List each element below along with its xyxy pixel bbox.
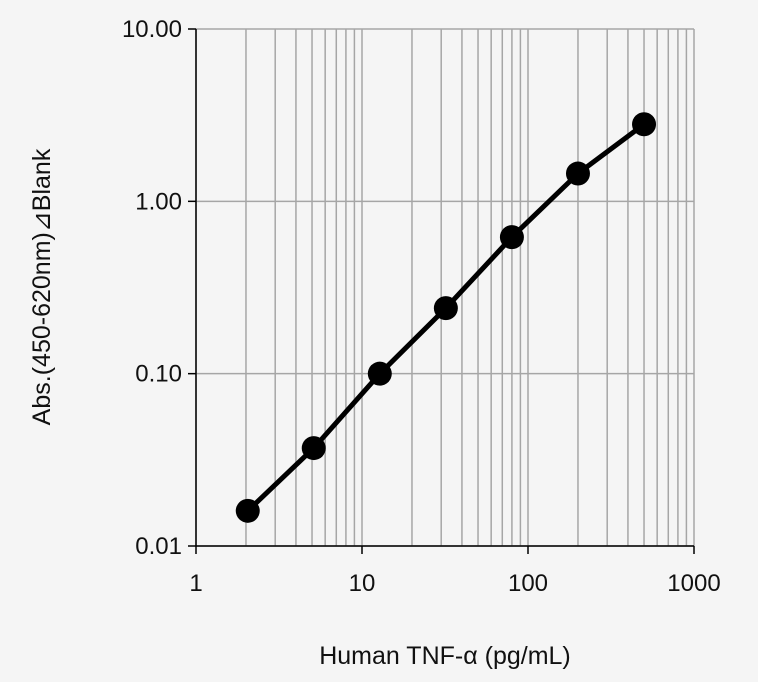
y-tick-marks: [188, 28, 196, 547]
data-point: [235, 498, 260, 523]
y-tick-labels: 0.01 0.10 1.00 10.00: [122, 16, 182, 560]
x-tick-marks: [195, 546, 695, 554]
y-axis-title: Abs.(450-620nm)⊿Blank: [28, 148, 56, 425]
x-axis-title: Human TNF-α (pg/mL): [319, 642, 571, 670]
data-point: [499, 225, 524, 250]
minor-gridlines-x: [245, 29, 688, 546]
data-point: [433, 296, 458, 321]
x-tick-labels: 1 10 100 1000: [189, 570, 720, 597]
y-tick-label: 1.00: [135, 188, 182, 215]
x-tick-label: 1000: [667, 570, 720, 597]
data-point: [565, 161, 590, 186]
data-point: [367, 361, 392, 386]
data-point: [301, 436, 326, 461]
x-tick-label: 100: [508, 570, 548, 597]
data-point: [632, 112, 657, 137]
x-tick-label: 10: [349, 570, 376, 597]
plot-area: [196, 29, 694, 546]
y-tick-label: 10.00: [122, 16, 182, 43]
x-tick-label: 1: [189, 570, 202, 597]
y-tick-label: 0.01: [135, 533, 182, 560]
data-points: [235, 112, 657, 523]
y-tick-label: 0.10: [135, 361, 182, 388]
